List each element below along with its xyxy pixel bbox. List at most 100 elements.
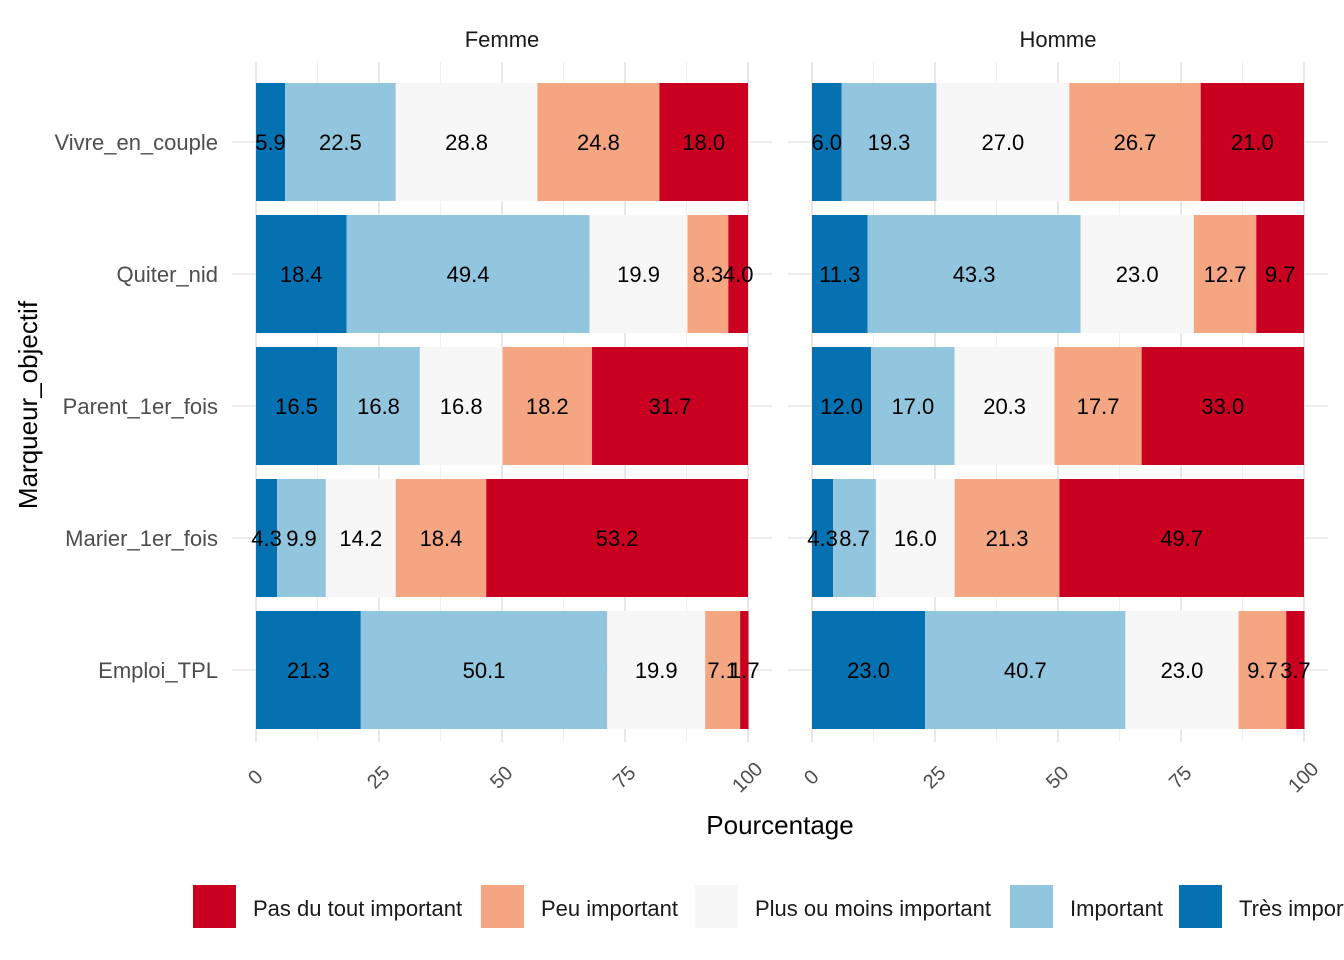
bar-segment [1256,215,1304,333]
bar-segment [256,611,361,729]
bar-segment [1059,479,1304,597]
legend-key-1 [481,885,524,928]
bar-segment [256,215,347,333]
data-label: 22.5 [319,130,362,155]
legend: Pas du tout important Peu important Plus o… [193,885,1344,928]
data-label: 18.0 [682,130,725,155]
bar-segment [592,347,748,465]
bar-segment [325,479,396,597]
bar-segment [936,83,1070,201]
x-tick-label-0-2: 50 [486,762,517,793]
legend-key-4 [1179,885,1222,928]
bar-segment [360,611,608,729]
bar-segment [1054,347,1142,465]
data-label: 12.0 [820,394,863,419]
bar-segment [705,611,741,729]
bar-segment [395,83,538,201]
data-label: 4.0 [723,262,754,287]
data-label: 31.7 [649,394,692,419]
data-label: 21.0 [1231,130,1274,155]
data-label: 16.8 [357,394,400,419]
bar-segment [1080,215,1194,333]
data-label: 49.4 [447,262,490,287]
bar-segment [812,215,868,333]
y-tick-label-2: Parent_1er_fois [63,394,218,419]
bar-segment [740,611,749,729]
data-label: 4.3 [807,526,838,551]
data-label: 16.0 [894,526,937,551]
y-tick-label-1: Quiter_nid [116,262,218,287]
legend-key-3 [1010,885,1053,928]
x-tick-label-1-4: 100 [1284,758,1323,797]
data-label: 9.7 [1247,658,1278,683]
bar-segment [925,611,1126,729]
bar-segment [728,215,748,333]
bar-segment [256,479,278,597]
bar-segment [419,347,503,465]
x-tick-label-0-4: 100 [728,758,767,797]
bar-segment [659,83,748,201]
bar-segment [954,479,1060,597]
x-tick-label-0-1: 25 [363,762,394,793]
x-axis-title: Pourcentage [706,810,853,840]
y-tick-label-3: Marier_1er_fois [65,526,218,551]
legend-key-2 [695,885,738,928]
bar-segment [812,479,834,597]
bar-segment [812,347,872,465]
bar-segment [1141,347,1304,465]
data-label: 17.7 [1077,394,1120,419]
data-label: 40.7 [1004,658,1047,683]
data-label: 8.3 [693,262,724,287]
y-tick-label-0: Vivre_en_couple [55,130,219,155]
bar-segment [277,479,326,597]
data-label: 14.2 [339,526,382,551]
data-label: 18.4 [280,262,323,287]
data-label: 21.3 [986,526,1029,551]
data-label: 17.0 [891,394,934,419]
data-label: 21.3 [287,658,330,683]
bar-segment [607,611,706,729]
bar-segment [502,347,593,465]
data-label: 8.7 [839,526,870,551]
data-label: 43.3 [953,262,996,287]
data-label: 16.8 [440,394,483,419]
bar-segment [1193,215,1257,333]
x-tick-label-1-0: 0 [800,766,823,789]
data-label: 23.0 [1116,262,1159,287]
legend-key-0 [193,885,236,928]
data-label: 4.3 [251,526,282,551]
data-label: 28.8 [445,130,488,155]
bar-segment [256,83,286,201]
value-labels-layer: 5.9 22.5 28.8 24.8 18.0 18.4 49.4 19.9 8.3 4.0 16.… [251,130,1310,683]
y-axis-title: Marqueur_objectif [13,300,43,509]
data-label: 6.0 [811,130,842,155]
bar-segment [1286,611,1305,729]
bar-segment [346,215,590,333]
data-label: 19.9 [617,262,660,287]
data-label: 7.1 [707,658,738,683]
data-label: 24.8 [577,130,620,155]
data-label: 19.3 [868,130,911,155]
bar-segment [395,479,487,597]
data-label: 20.3 [983,394,1026,419]
bar-segment [812,83,842,201]
x-tick-label-1-2: 50 [1042,762,1073,793]
data-label: 16.5 [275,394,318,419]
panel-title-1: Homme [1019,27,1096,52]
legend-label-4: Très important [1239,896,1344,921]
data-label: 33.0 [1201,394,1244,419]
bars-layer [256,83,1305,729]
data-label: 5.9 [255,130,286,155]
legend-label-3: Important [1070,896,1163,921]
bar-segment [875,479,955,597]
data-label: 9.7 [1265,262,1296,287]
data-label: 11.3 [819,262,860,287]
bar-segment [537,83,660,201]
bar-segment [841,83,937,201]
bar-segment [337,347,420,465]
data-label: 26.7 [1114,130,1157,155]
data-label: 19.9 [635,658,678,683]
bar-segment [812,611,926,729]
bar-segment [1238,611,1287,729]
